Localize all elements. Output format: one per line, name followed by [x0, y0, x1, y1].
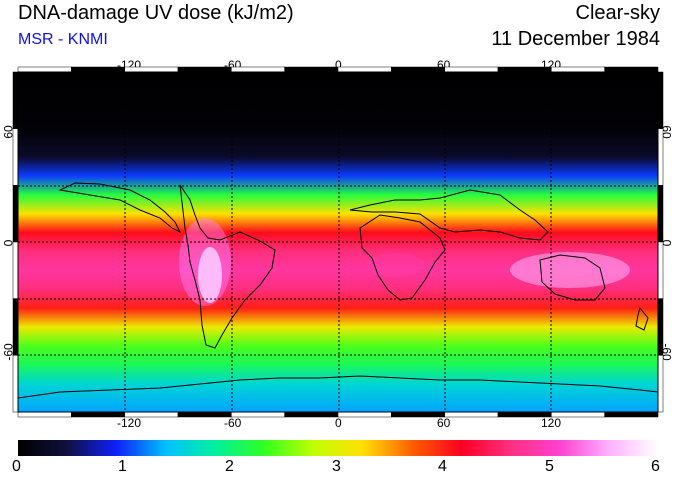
africa-highdose	[365, 253, 425, 277]
frame-left-segment	[12, 71, 19, 129]
colorbar-label-3: 3	[332, 458, 341, 475]
frame-top-segment	[71, 66, 125, 73]
frame-bottom-segment	[231, 411, 285, 418]
map-frame	[12, 66, 664, 418]
frame-bottom-segment	[444, 411, 499, 418]
frame-bottom-segment	[337, 411, 392, 418]
frame-bottom-segment	[391, 411, 445, 418]
frame-right-segment	[657, 71, 664, 129]
frame-top-segment	[337, 66, 392, 73]
frame-right-segment	[657, 355, 664, 413]
frame-bottom-segment	[497, 411, 552, 418]
lon-tick-bottom-minus120: -120	[117, 416, 142, 430]
frame-left-segment	[12, 355, 19, 413]
date-label: 11 December 1984	[491, 28, 660, 50]
colorbar-label-1: 1	[118, 458, 127, 475]
sky-condition-label: Clear-sky	[575, 2, 660, 24]
frame-bottom-segment	[71, 411, 125, 418]
andes-hotspot	[198, 247, 222, 303]
colorbar-label-0: 0	[12, 458, 21, 475]
frame-top-segment	[17, 66, 72, 73]
colorbar-label-6: 6	[651, 458, 660, 475]
north-america-coast	[58, 182, 182, 234]
frame-left-segment	[12, 298, 19, 356]
frame-right-segment	[657, 185, 664, 243]
australia-highdose	[510, 252, 630, 288]
data-source-label: MSR - KNMI	[18, 31, 108, 48]
frame-top-segment	[284, 66, 339, 73]
antarctica-coast	[18, 375, 658, 399]
frame-bottom-segment	[177, 411, 232, 418]
frame-top-segment	[444, 66, 499, 73]
frame-right-segment	[657, 241, 664, 299]
frame-right-segment	[657, 298, 664, 356]
south-america-coast	[179, 184, 276, 349]
new-zealand-coast	[635, 306, 649, 331]
colorbar-label-4: 4	[438, 458, 447, 475]
colorbar-label-5: 5	[545, 458, 554, 475]
frame-bottom-segment	[17, 411, 72, 418]
frame-left-segment	[12, 128, 19, 186]
lon-tick-bottom-120: 120	[541, 416, 562, 430]
graticule	[18, 72, 658, 412]
frame-bottom-segment	[551, 411, 605, 418]
frame-top-segment	[604, 66, 659, 73]
frame-bottom-segment	[124, 411, 179, 418]
coastlines	[18, 182, 658, 399]
eurasia-coast	[349, 189, 549, 241]
frame-left-segment	[12, 185, 19, 243]
colorbar-label-2: 2	[225, 458, 234, 475]
frame-top-segment	[497, 66, 552, 73]
lon-tick-bottom-60: 60	[437, 416, 451, 430]
lon-tick-bottom-minus60: -60	[224, 416, 242, 430]
frame-bottom-segment	[604, 411, 659, 418]
frame-top-segment	[231, 66, 285, 73]
frame-bottom-segment	[284, 411, 339, 418]
africa-coast	[359, 214, 446, 301]
frame-right-segment	[657, 128, 664, 186]
lon-tick-bottom-0: 0	[335, 416, 342, 430]
frame-top-segment	[551, 66, 605, 73]
colorbar	[18, 440, 658, 456]
map-title: DNA-damage UV dose (kJ/m2)	[18, 2, 294, 24]
frame-top-segment	[177, 66, 232, 73]
australia-coast	[539, 254, 606, 301]
frame-top-segment	[124, 66, 179, 73]
lon-tick-top-0: 0	[335, 58, 342, 72]
frame-left-segment	[12, 241, 19, 299]
frame-top-segment	[391, 66, 445, 73]
south-america-highdose	[179, 218, 231, 306]
